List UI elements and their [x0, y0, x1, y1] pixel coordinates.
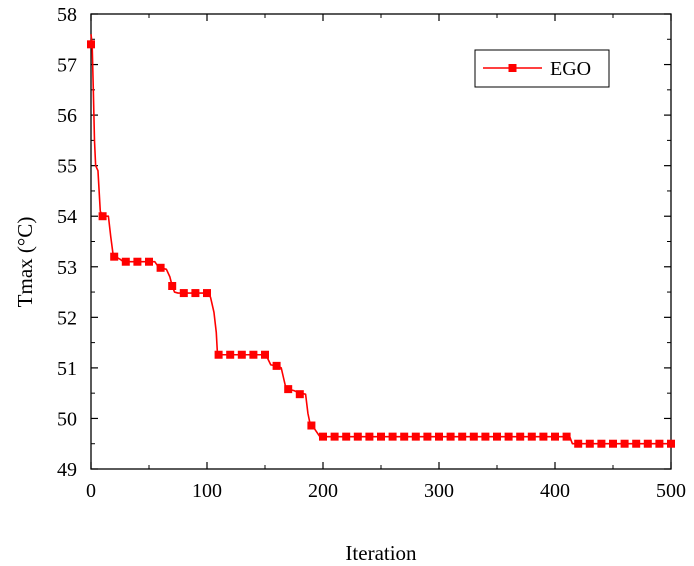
series-marker: [574, 439, 583, 448]
series-marker: [307, 421, 316, 430]
x-tick-label: 0: [86, 480, 96, 502]
series-marker: [562, 432, 571, 441]
x-tick-label: 300: [424, 480, 454, 502]
series-marker: [516, 432, 525, 441]
series-marker: [203, 289, 211, 298]
series-marker: [504, 432, 513, 441]
series-marker: [110, 252, 119, 261]
series-marker: [423, 432, 432, 441]
series-marker: [319, 432, 327, 441]
y-tick-label: 49: [57, 459, 77, 481]
series-marker: [632, 439, 641, 448]
x-tick-label: 100: [192, 480, 222, 502]
series-marker: [156, 263, 165, 272]
series-marker: [388, 432, 397, 441]
x-tick-label: 400: [540, 480, 570, 502]
series-ego: [87, 34, 675, 448]
y-tick-label: 52: [57, 307, 77, 329]
series-marker: [295, 390, 304, 399]
series-marker: [168, 281, 177, 290]
series-marker: [353, 432, 362, 441]
y-tick-label: 53: [57, 257, 77, 279]
series-marker: [458, 432, 467, 441]
series-marker: [597, 439, 606, 448]
series-marker: [261, 350, 269, 359]
y-tick-label: 54: [57, 206, 77, 228]
y-tick-label: 58: [57, 4, 77, 26]
x-tick-label: 500: [656, 480, 686, 502]
series-marker: [377, 432, 385, 441]
series-marker: [133, 257, 142, 266]
series-marker: [667, 439, 675, 448]
series-marker: [609, 439, 617, 448]
x-axis-title: Iteration: [345, 541, 417, 565]
y-tick-label: 57: [57, 55, 77, 77]
series-marker: [342, 432, 351, 441]
series-marker: [237, 350, 246, 359]
series-marker: [551, 432, 559, 441]
series-marker: [446, 432, 455, 441]
series-marker: [191, 289, 200, 298]
series-marker: [98, 212, 107, 221]
series-marker: [643, 439, 652, 448]
series-marker: [272, 361, 281, 370]
series-marker: [655, 439, 664, 448]
series-marker: [400, 432, 409, 441]
series-marker: [330, 432, 339, 441]
y-tick-label: 50: [57, 408, 77, 430]
y-tick-label: 51: [57, 358, 77, 380]
series-marker: [469, 432, 478, 441]
series-line: [90, 34, 671, 445]
y-axis-title: Tmax (°C): [13, 217, 37, 308]
series-marker: [226, 350, 235, 359]
x-tick-label: 200: [308, 480, 338, 502]
series-marker: [493, 432, 501, 441]
series-marker: [249, 350, 258, 359]
series-marker: [145, 257, 153, 266]
series-marker: [585, 439, 594, 448]
legend-label: EGO: [550, 58, 591, 80]
series-marker: [121, 257, 130, 266]
series-marker: [214, 350, 223, 359]
series-marker: [365, 432, 374, 441]
legend: EGO: [474, 49, 610, 88]
series-marker: [87, 40, 95, 49]
y-tick-label: 56: [57, 105, 77, 127]
series-marker: [620, 439, 629, 448]
series-marker: [481, 432, 490, 441]
series-marker: [435, 432, 443, 441]
series-marker: [539, 432, 548, 441]
series-marker: [411, 432, 420, 441]
legend-marker: [508, 64, 517, 72]
series-marker: [284, 385, 293, 394]
series-marker: [527, 432, 536, 441]
y-tick-label: 55: [57, 156, 77, 178]
series-marker: [179, 289, 188, 298]
axes: 0 100 200 300 400 500 49 50 51 52 53 54 55 56 57 58: [57, 4, 686, 502]
